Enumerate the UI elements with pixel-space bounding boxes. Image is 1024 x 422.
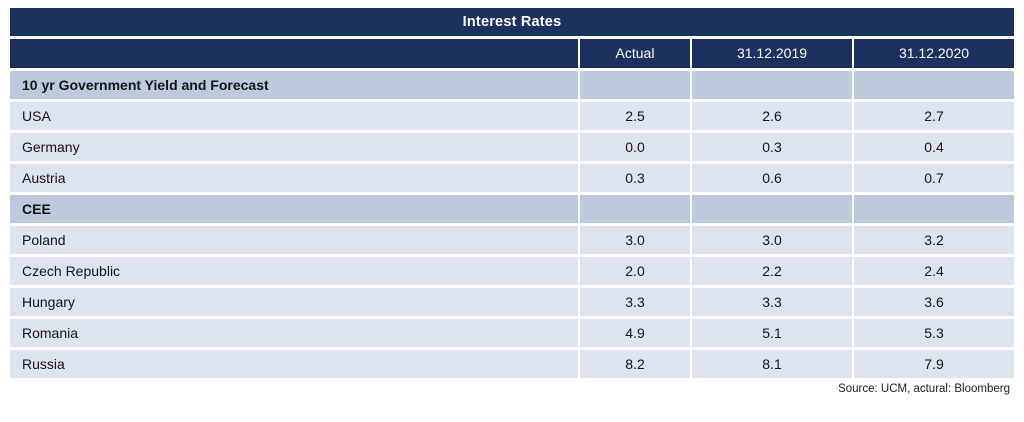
section-row-label: 10 yr Government Yield and Forecast: [10, 71, 578, 99]
row-value: 0.3: [692, 133, 852, 161]
row-value: 8.2: [580, 350, 690, 378]
section-row-cell: [580, 195, 690, 223]
section-row-cell: [854, 71, 1014, 99]
row-label: Romania: [10, 319, 578, 347]
row-value: 2.6: [692, 102, 852, 130]
row-value: 2.2: [692, 257, 852, 285]
row-label: Austria: [10, 164, 578, 192]
source-note: Source: UCM, actural: Bloomberg: [838, 383, 1010, 395]
row-value: 8.1: [692, 350, 852, 378]
row-value: 4.9: [580, 319, 690, 347]
section-row-cell: [692, 71, 852, 99]
row-label: Czech Republic: [10, 257, 578, 285]
column-header-empty: [10, 39, 578, 68]
row-value: 3.3: [692, 288, 852, 316]
column-header-2020: 31.12.2020: [854, 39, 1014, 68]
section-row-cell: [580, 71, 690, 99]
row-value: 3.0: [692, 226, 852, 254]
row-label: Germany: [10, 133, 578, 161]
row-value: 0.4: [854, 133, 1014, 161]
table-grid: Actual 31.12.2019 31.12.2020 10 yr Gover…: [10, 39, 1014, 378]
section-row-cell: [692, 195, 852, 223]
row-value: 3.6: [854, 288, 1014, 316]
section-row-cell: [854, 195, 1014, 223]
row-value: 2.0: [580, 257, 690, 285]
row-label: Russia: [10, 350, 578, 378]
row-value: 3.3: [580, 288, 690, 316]
row-value: 5.3: [854, 319, 1014, 347]
row-value: 0.6: [692, 164, 852, 192]
row-value: 2.5: [580, 102, 690, 130]
row-value: 7.9: [854, 350, 1014, 378]
row-label: USA: [10, 102, 578, 130]
row-value: 0.0: [580, 133, 690, 161]
row-value: 0.3: [580, 164, 690, 192]
row-label: Poland: [10, 226, 578, 254]
interest-rates-table: Interest Rates Actual 31.12.2019 31.12.2…: [10, 8, 1014, 378]
row-value: 3.0: [580, 226, 690, 254]
row-value: 2.4: [854, 257, 1014, 285]
row-label: Hungary: [10, 288, 578, 316]
column-header-2019: 31.12.2019: [692, 39, 852, 68]
table-title: Interest Rates: [10, 8, 1014, 36]
row-value: 0.7: [854, 164, 1014, 192]
section-row-label: CEE: [10, 195, 578, 223]
column-header-actual: Actual: [580, 39, 690, 68]
row-value: 3.2: [854, 226, 1014, 254]
row-value: 2.7: [854, 102, 1014, 130]
row-value: 5.1: [692, 319, 852, 347]
